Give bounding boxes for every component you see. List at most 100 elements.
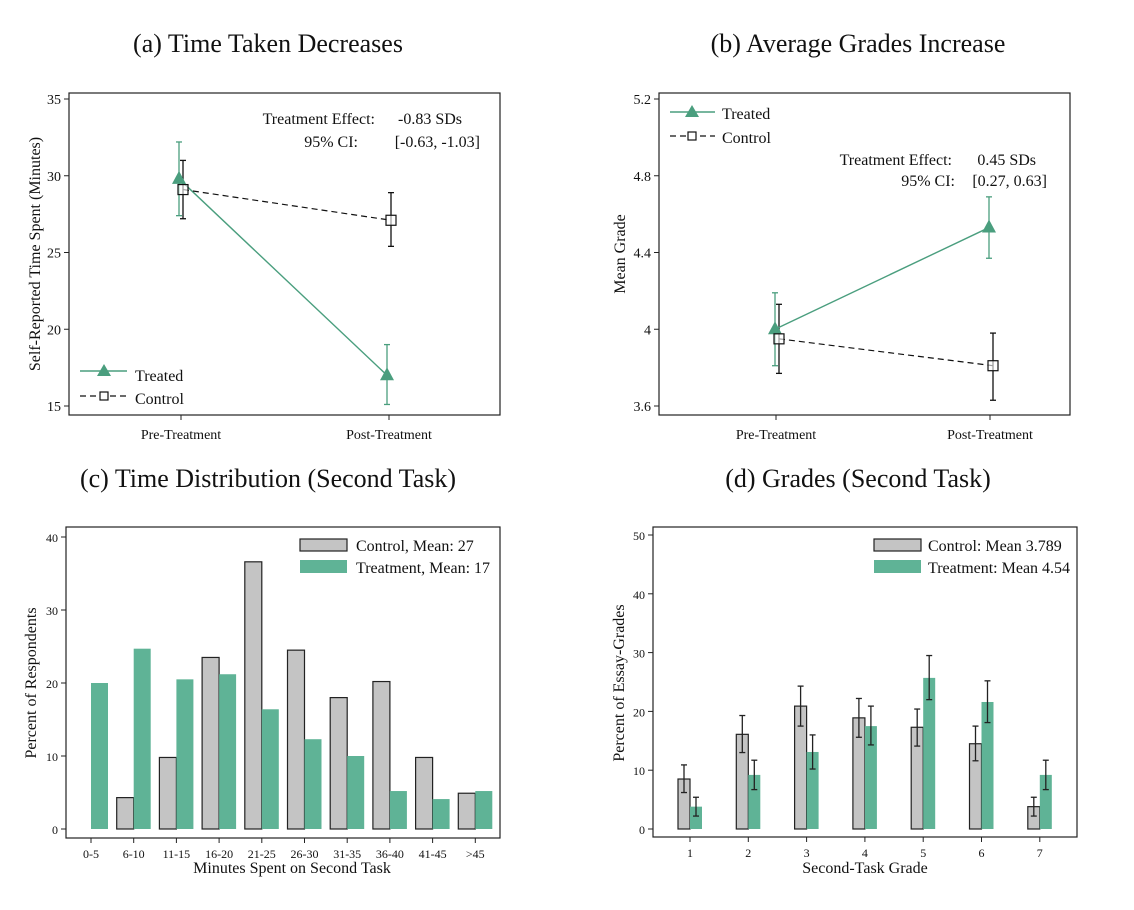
panel-a-legend-control: Control — [135, 391, 184, 408]
panel-a-ci-value: [-0.63, -1.03] — [395, 134, 480, 151]
y-tick-label: 50 — [633, 529, 645, 543]
legend-control-swatch — [873, 538, 922, 552]
control-bar — [116, 797, 135, 830]
panel-b-title: (b) Average Grades Increase — [711, 29, 1006, 58]
x-tick-label: 3 — [804, 846, 810, 860]
treatment-bar — [475, 791, 493, 829]
y-tick-label: 3.6 — [634, 400, 652, 415]
treatment-bar — [864, 726, 877, 829]
x-tick-label: Post-Treatment — [346, 428, 432, 443]
y-tick-label: 40 — [633, 588, 645, 602]
control-bar — [201, 656, 220, 830]
treatment-bar — [806, 751, 819, 829]
panel-d-title: (d) Grades (Second Task) — [725, 464, 991, 493]
panel-a-frame — [68, 92, 501, 416]
treated-point-triangle-icon — [172, 170, 186, 184]
panel-a-legend: Treated Control — [80, 364, 184, 408]
panel-d-ylabel: Percent of Essay-Grades — [611, 604, 628, 761]
legend-treated-triangle-icon — [97, 364, 111, 376]
treatment-bar — [261, 709, 279, 829]
panel-b-frame — [658, 92, 1071, 416]
legend-treatment-swatch — [300, 560, 347, 573]
legend-treatment-swatch — [874, 560, 921, 573]
treated-point-triangle-icon — [982, 219, 996, 233]
x-tick-label: 6 — [979, 846, 985, 860]
x-tick-label: 11-15 — [163, 847, 191, 861]
panel-a-effect-value: -0.83 SDs — [398, 111, 462, 128]
y-tick-label: 30 — [633, 647, 645, 661]
control-bar — [329, 696, 348, 830]
control-bar — [286, 649, 306, 830]
control-bar — [415, 756, 434, 830]
x-tick-label: >45 — [466, 847, 485, 861]
x-tick-label: 31-35 — [333, 847, 361, 861]
panel-b-legend-treated: Treated — [722, 106, 770, 123]
panel-b-ci-value: [0.27, 0.63] — [972, 173, 1047, 190]
x-tick-label: 1 — [687, 846, 693, 860]
x-tick-label: 36-40 — [376, 847, 404, 861]
treatment-bar — [133, 648, 151, 829]
panel-c-legend-treatment: Treatment, Mean: 17 — [356, 560, 490, 577]
panel-a-ylabel: Self-Reported Time Spent (Minutes) — [27, 137, 44, 371]
x-tick-label: 2 — [745, 846, 751, 860]
panel-c-legend: Control, Mean: 27 Treatment, Mean: 17 — [299, 538, 490, 577]
panel-b-line-chart: 3.6 4 4.4 4.8 5.2 Pre-Treatment Post-Treatmen… — [612, 92, 1071, 443]
panel-b-ylabel: Mean Grade — [612, 214, 629, 294]
y-tick-label: 10 — [46, 750, 58, 764]
x-tick-label: Pre-Treatment — [736, 428, 816, 443]
y-tick-label: 10 — [633, 764, 645, 778]
y-tick-label: 30 — [47, 170, 61, 185]
x-tick-label: 6-10 — [123, 847, 145, 861]
treatment-bar — [91, 683, 108, 829]
treatment-bar — [176, 679, 194, 829]
y-tick-label: 20 — [47, 323, 61, 338]
x-tick-label: 0-5 — [83, 847, 99, 861]
x-tick-label: 7 — [1037, 846, 1043, 860]
panel-b-ci-label: 95% CI: — [901, 173, 955, 190]
control-series-line — [778, 338, 994, 367]
panel-a-effect-label: Treatment Effect: — [263, 111, 375, 128]
legend-control-square-icon — [687, 131, 697, 141]
y-tick-label: 4 — [644, 323, 651, 338]
control-bar — [158, 756, 177, 830]
panel-d-legend-treatment: Treatment: Mean 4.54 — [928, 560, 1070, 577]
panel-b-legend-control: Control — [722, 130, 771, 147]
treatment-bar — [690, 806, 702, 829]
y-tick-label: 0 — [52, 823, 58, 837]
control-bar — [244, 561, 263, 830]
panel-a-line-chart: 15 20 25 30 35 Pre-Treatment Post-Treatment S… — [27, 92, 501, 443]
y-tick-label: 15 — [47, 400, 61, 415]
treatment-bar — [389, 791, 407, 829]
panel-d-bar-chart: 0 10 20 30 40 50 1 2 3 4 5 6 7 Second-Task Grade Pe… — [611, 526, 1078, 877]
y-tick-label: 25 — [47, 247, 61, 262]
treatment-bar — [748, 774, 761, 829]
panel-c-ylabel: Percent of Respondents — [23, 607, 40, 758]
panel-c-title: (c) Time Distribution (Second Task) — [80, 464, 456, 493]
legend-control-swatch — [299, 538, 348, 552]
treatment-bar — [347, 756, 365, 829]
y-tick-label: 35 — [47, 93, 61, 108]
y-tick-label: 4.8 — [634, 170, 652, 185]
panel-b-legend: Treated Control — [670, 105, 771, 147]
panel-d-legend-control: Control: Mean 3.789 — [928, 538, 1062, 555]
treated-series-line — [774, 226, 990, 330]
treated-point-triangle-icon — [380, 367, 394, 381]
x-tick-label: 26-30 — [291, 847, 319, 861]
legend-treated-triangle-icon — [685, 105, 699, 117]
panel-c-bar-chart: 0 10 20 30 40 0-5 6-10 11-15 16-20 21-25 26-30 31-… — [23, 526, 501, 877]
panel-d-xlabel: Second-Task Grade — [802, 860, 928, 877]
panel-a-title: (a) Time Taken Decreases — [133, 29, 403, 58]
panel-a-legend-treated: Treated — [135, 368, 183, 385]
panel-a-ci-label: 95% CI: — [304, 134, 358, 151]
treatment-bar — [981, 701, 994, 829]
control-point-square-icon — [773, 333, 785, 345]
y-tick-label: 40 — [46, 531, 58, 545]
control-point-square-icon — [987, 360, 999, 372]
x-tick-label: Post-Treatment — [947, 428, 1033, 443]
y-tick-label: 30 — [46, 604, 58, 618]
treated-point-triangle-icon — [768, 321, 782, 335]
panel-d-legend: Control: Mean 3.789 Treatment: Mean 4.54 — [873, 538, 1070, 577]
control-series-line — [182, 188, 392, 221]
x-tick-label: 5 — [920, 846, 926, 860]
control-point-square-icon — [385, 214, 397, 226]
